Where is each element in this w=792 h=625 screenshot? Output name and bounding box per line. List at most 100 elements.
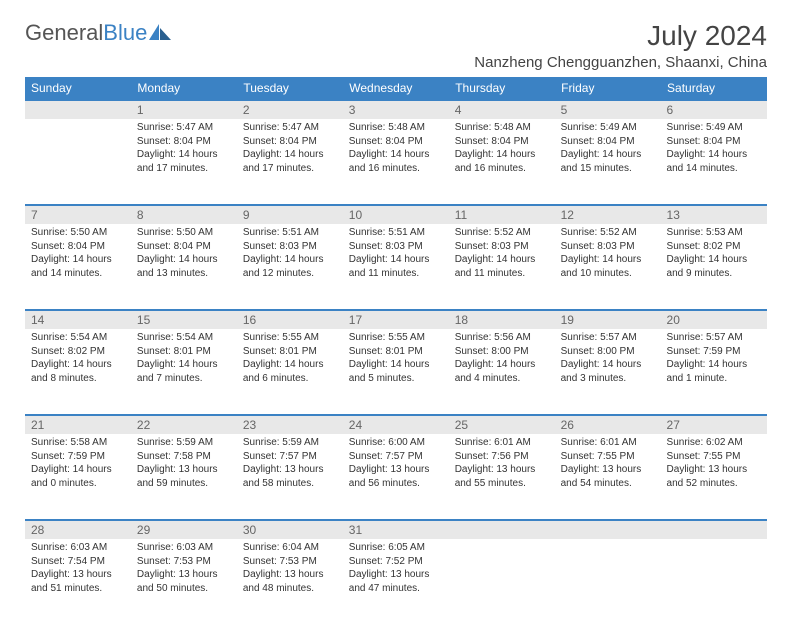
day-cell: Sunrise: 6:04 AMSunset: 7:53 PMDaylight:… [237, 539, 343, 625]
detail-line: Sunrise: 5:56 AM [455, 331, 549, 345]
detail-line: Daylight: 14 hours and 16 minutes. [455, 148, 549, 175]
weekday-header: Friday [555, 77, 661, 100]
detail-line: Sunrise: 5:49 AM [667, 121, 761, 135]
detail-line: Sunset: 8:03 PM [243, 240, 337, 254]
detail-line: Daylight: 13 hours and 55 minutes. [455, 463, 549, 490]
weekday-header: Tuesday [237, 77, 343, 100]
day-number: 28 [25, 520, 131, 539]
day-details: Sunrise: 5:57 AMSunset: 8:00 PMDaylight:… [561, 331, 655, 385]
day-details: Sunrise: 5:49 AMSunset: 8:04 PMDaylight:… [561, 121, 655, 175]
day-details: Sunrise: 6:03 AMSunset: 7:54 PMDaylight:… [31, 541, 125, 595]
detail-line: Daylight: 14 hours and 12 minutes. [243, 253, 337, 280]
detail-line: Daylight: 14 hours and 6 minutes. [243, 358, 337, 385]
day-cell: Sunrise: 5:53 AMSunset: 8:02 PMDaylight:… [661, 224, 767, 310]
day-number: 2 [237, 100, 343, 119]
detail-line: Sunset: 8:04 PM [137, 240, 231, 254]
day-number: 27 [661, 415, 767, 434]
day-number: 22 [131, 415, 237, 434]
day-number: 16 [237, 310, 343, 329]
detail-line: Sunrise: 6:03 AM [31, 541, 125, 555]
day-number: 19 [555, 310, 661, 329]
weekday-header: Saturday [661, 77, 767, 100]
day-number: 14 [25, 310, 131, 329]
day-cell: Sunrise: 6:05 AMSunset: 7:52 PMDaylight:… [343, 539, 449, 625]
day-details: Sunrise: 6:02 AMSunset: 7:55 PMDaylight:… [667, 436, 761, 490]
detail-line: Daylight: 14 hours and 17 minutes. [137, 148, 231, 175]
day-number: 3 [343, 100, 449, 119]
day-cell: Sunrise: 6:02 AMSunset: 7:55 PMDaylight:… [661, 434, 767, 520]
detail-line: Sunrise: 5:59 AM [137, 436, 231, 450]
day-cell: Sunrise: 5:49 AMSunset: 8:04 PMDaylight:… [661, 119, 767, 205]
title-block: July 2024 Nanzheng Chengguanzhen, Shaanx… [474, 20, 767, 71]
detail-line: Sunset: 8:01 PM [137, 345, 231, 359]
detail-line: Sunset: 8:04 PM [137, 135, 231, 149]
detail-line: Sunrise: 5:48 AM [349, 121, 443, 135]
detail-line: Sunrise: 5:48 AM [455, 121, 549, 135]
detail-line: Sunset: 7:59 PM [667, 345, 761, 359]
day-number [555, 520, 661, 539]
logo-text: GeneralBlue [25, 20, 147, 46]
day-details: Sunrise: 6:04 AMSunset: 7:53 PMDaylight:… [243, 541, 337, 595]
weekday-header: Thursday [449, 77, 555, 100]
weekday-header: Sunday [25, 77, 131, 100]
detail-line: Daylight: 13 hours and 51 minutes. [31, 568, 125, 595]
day-details: Sunrise: 5:59 AMSunset: 7:58 PMDaylight:… [137, 436, 231, 490]
day-number: 23 [237, 415, 343, 434]
day-details: Sunrise: 5:50 AMSunset: 8:04 PMDaylight:… [137, 226, 231, 280]
detail-line: Daylight: 14 hours and 3 minutes. [561, 358, 655, 385]
day-cell: Sunrise: 5:57 AMSunset: 8:00 PMDaylight:… [555, 329, 661, 415]
detail-line: Daylight: 13 hours and 50 minutes. [137, 568, 231, 595]
detail-line: Sunset: 8:00 PM [561, 345, 655, 359]
detail-line: Sunrise: 5:57 AM [667, 331, 761, 345]
detail-line: Sunrise: 6:05 AM [349, 541, 443, 555]
detail-line: Daylight: 14 hours and 9 minutes. [667, 253, 761, 280]
day-number: 5 [555, 100, 661, 119]
logo-general: General [25, 20, 103, 45]
day-details: Sunrise: 5:49 AMSunset: 8:04 PMDaylight:… [667, 121, 761, 175]
detail-line: Sunset: 7:55 PM [561, 450, 655, 464]
day-cell: Sunrise: 5:57 AMSunset: 7:59 PMDaylight:… [661, 329, 767, 415]
detail-line: Daylight: 13 hours and 56 minutes. [349, 463, 443, 490]
weekday-header: Wednesday [343, 77, 449, 100]
detail-line: Daylight: 13 hours and 58 minutes. [243, 463, 337, 490]
day-number: 18 [449, 310, 555, 329]
day-cell: Sunrise: 6:03 AMSunset: 7:53 PMDaylight:… [131, 539, 237, 625]
day-cell: Sunrise: 5:48 AMSunset: 8:04 PMDaylight:… [449, 119, 555, 205]
day-cell: Sunrise: 5:54 AMSunset: 8:01 PMDaylight:… [131, 329, 237, 415]
detail-line: Sunset: 7:56 PM [455, 450, 549, 464]
day-number: 25 [449, 415, 555, 434]
day-cell: Sunrise: 5:52 AMSunset: 8:03 PMDaylight:… [449, 224, 555, 310]
detail-line: Sunrise: 5:49 AM [561, 121, 655, 135]
detail-line: Sunrise: 5:58 AM [31, 436, 125, 450]
day-cell: Sunrise: 5:56 AMSunset: 8:00 PMDaylight:… [449, 329, 555, 415]
detail-line: Daylight: 14 hours and 14 minutes. [667, 148, 761, 175]
day-details: Sunrise: 5:51 AMSunset: 8:03 PMDaylight:… [243, 226, 337, 280]
detail-line: Sunrise: 5:55 AM [349, 331, 443, 345]
header: GeneralBlue July 2024 Nanzheng Chengguan… [25, 20, 767, 71]
detail-line: Sunset: 8:04 PM [243, 135, 337, 149]
calendar-table: SundayMondayTuesdayWednesdayThursdayFrid… [25, 77, 767, 625]
day-cell: Sunrise: 6:01 AMSunset: 7:56 PMDaylight:… [449, 434, 555, 520]
detail-line: Sunrise: 5:59 AM [243, 436, 337, 450]
detail-line: Daylight: 14 hours and 11 minutes. [455, 253, 549, 280]
detail-line: Sunset: 8:04 PM [561, 135, 655, 149]
day-number: 12 [555, 205, 661, 224]
detail-line: Sunrise: 5:52 AM [455, 226, 549, 240]
day-number: 26 [555, 415, 661, 434]
detail-line: Sunset: 8:03 PM [349, 240, 443, 254]
day-details: Sunrise: 6:01 AMSunset: 7:56 PMDaylight:… [455, 436, 549, 490]
day-number: 13 [661, 205, 767, 224]
day-cell [449, 539, 555, 625]
detail-line: Sunrise: 6:00 AM [349, 436, 443, 450]
detail-line: Sunset: 7:53 PM [243, 555, 337, 569]
day-number: 1 [131, 100, 237, 119]
detail-line: Sunset: 7:59 PM [31, 450, 125, 464]
detail-line: Sunrise: 5:47 AM [137, 121, 231, 135]
day-details: Sunrise: 5:47 AMSunset: 8:04 PMDaylight:… [137, 121, 231, 175]
day-number: 17 [343, 310, 449, 329]
month-title: July 2024 [474, 20, 767, 52]
day-details: Sunrise: 5:59 AMSunset: 7:57 PMDaylight:… [243, 436, 337, 490]
day-cell [661, 539, 767, 625]
detail-line: Daylight: 13 hours and 48 minutes. [243, 568, 337, 595]
detail-line: Sunset: 7:58 PM [137, 450, 231, 464]
